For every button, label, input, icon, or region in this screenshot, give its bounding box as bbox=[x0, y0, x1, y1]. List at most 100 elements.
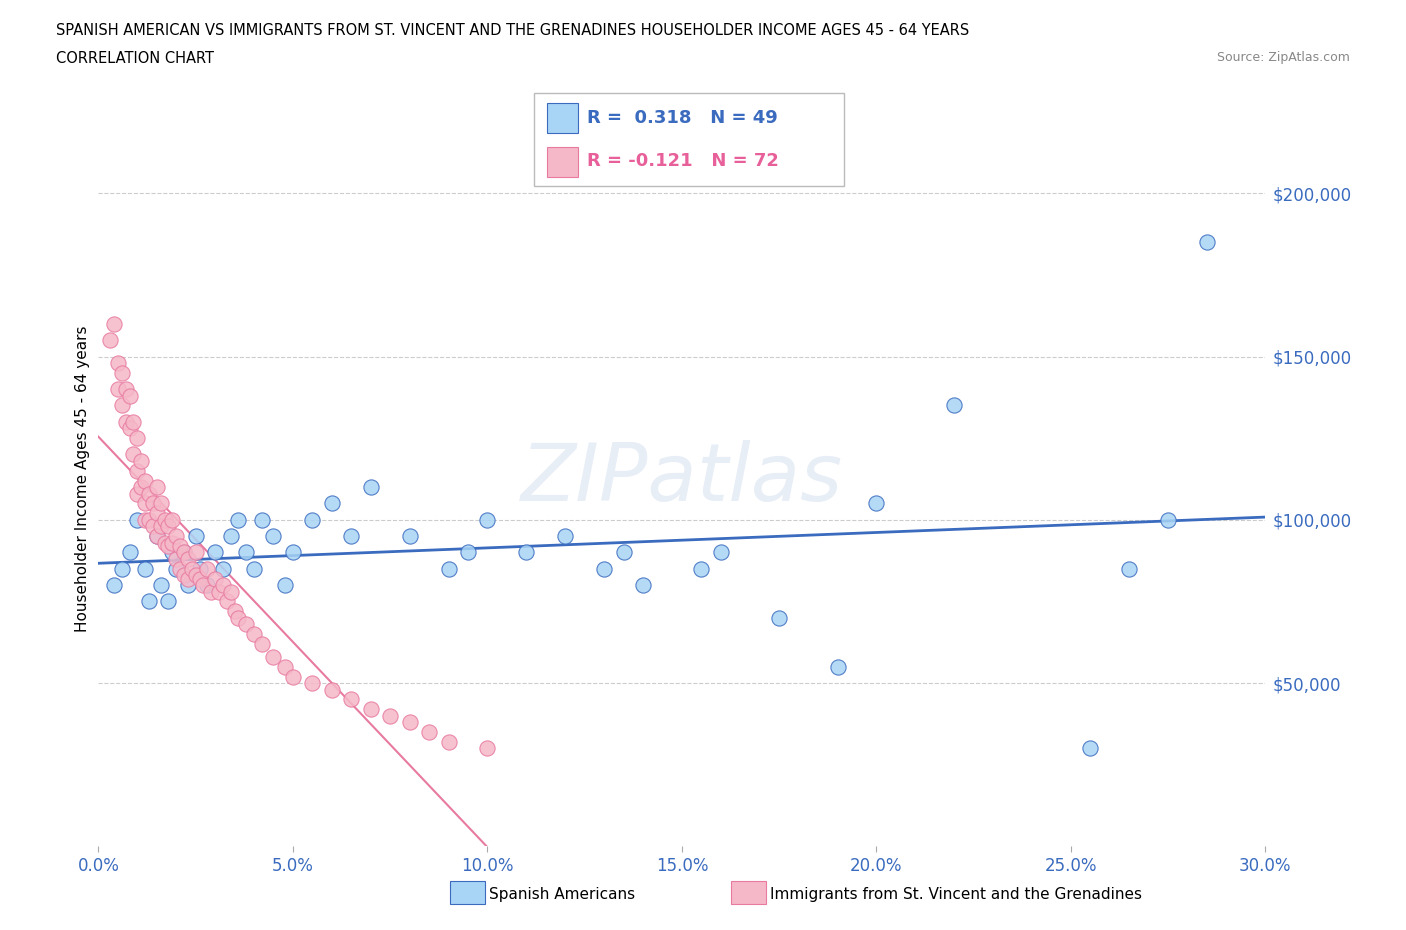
Point bbox=[212, 562, 235, 577]
Point bbox=[146, 480, 169, 495]
Point bbox=[165, 562, 187, 577]
Point bbox=[134, 496, 156, 511]
Point bbox=[138, 486, 160, 501]
Point bbox=[142, 519, 165, 534]
Text: Immigrants from St. Vincent and the Grenadines: Immigrants from St. Vincent and the Gren… bbox=[770, 887, 1143, 902]
Point bbox=[134, 512, 156, 527]
Point bbox=[157, 519, 180, 534]
Point bbox=[184, 568, 207, 583]
Point bbox=[169, 562, 191, 577]
Point bbox=[103, 578, 125, 592]
Point bbox=[1157, 512, 1180, 527]
Point bbox=[360, 702, 382, 717]
Point bbox=[380, 709, 402, 724]
Text: ZIPatlas: ZIPatlas bbox=[520, 440, 844, 518]
Point bbox=[398, 528, 420, 543]
Point bbox=[180, 562, 202, 577]
Point bbox=[184, 545, 207, 560]
Point bbox=[554, 528, 576, 543]
Point bbox=[224, 604, 246, 618]
Point bbox=[710, 545, 733, 560]
Point bbox=[177, 578, 200, 592]
Point bbox=[208, 584, 231, 599]
Point bbox=[865, 496, 887, 511]
Point bbox=[177, 571, 200, 586]
Point bbox=[134, 562, 156, 577]
Point bbox=[162, 512, 184, 527]
Point bbox=[165, 528, 187, 543]
Text: Spanish Americans: Spanish Americans bbox=[489, 887, 636, 902]
Point bbox=[157, 594, 180, 609]
Point bbox=[122, 415, 145, 430]
Point bbox=[477, 741, 499, 756]
Point bbox=[118, 388, 141, 403]
Point bbox=[243, 627, 266, 642]
Point bbox=[177, 551, 200, 566]
Point bbox=[250, 636, 273, 651]
Point bbox=[127, 431, 149, 445]
Point bbox=[235, 617, 257, 631]
Point bbox=[146, 506, 169, 521]
Point bbox=[262, 528, 284, 543]
Point bbox=[212, 578, 235, 592]
Text: R =  0.318   N = 49: R = 0.318 N = 49 bbox=[586, 109, 778, 127]
Point bbox=[165, 551, 187, 566]
Point bbox=[398, 715, 420, 730]
Point bbox=[215, 594, 238, 609]
Point bbox=[613, 545, 636, 560]
Point bbox=[235, 545, 257, 560]
Point bbox=[228, 512, 250, 527]
Y-axis label: Householder Income Ages 45 - 64 years: Householder Income Ages 45 - 64 years bbox=[75, 326, 90, 632]
Point bbox=[418, 724, 440, 739]
Point bbox=[593, 562, 616, 577]
Point bbox=[142, 496, 165, 511]
Point bbox=[631, 578, 654, 592]
Point bbox=[321, 496, 343, 511]
Point bbox=[146, 528, 169, 543]
Point bbox=[281, 545, 304, 560]
FancyBboxPatch shape bbox=[547, 103, 578, 133]
Point bbox=[118, 545, 141, 560]
Point bbox=[188, 571, 211, 586]
Point bbox=[149, 519, 172, 534]
Point bbox=[173, 545, 195, 560]
Point bbox=[111, 562, 134, 577]
Point bbox=[184, 528, 207, 543]
Point bbox=[103, 316, 125, 331]
Point bbox=[111, 365, 134, 380]
Point bbox=[340, 528, 363, 543]
Point bbox=[107, 355, 129, 370]
Point bbox=[146, 528, 169, 543]
Point bbox=[281, 669, 304, 684]
Point bbox=[477, 512, 499, 527]
Point bbox=[129, 454, 152, 469]
Point bbox=[162, 545, 184, 560]
Point bbox=[162, 535, 184, 550]
Point bbox=[134, 473, 156, 488]
Point bbox=[149, 578, 172, 592]
Point bbox=[188, 562, 211, 577]
Point bbox=[301, 675, 323, 690]
Point bbox=[219, 528, 242, 543]
Point bbox=[127, 486, 149, 501]
Point bbox=[219, 584, 242, 599]
Text: CORRELATION CHART: CORRELATION CHART bbox=[56, 51, 214, 66]
Point bbox=[98, 333, 121, 348]
Point bbox=[138, 594, 160, 609]
Point bbox=[228, 610, 250, 625]
Point bbox=[437, 562, 460, 577]
Point bbox=[127, 512, 149, 527]
Point bbox=[943, 398, 966, 413]
Point bbox=[195, 578, 218, 592]
Point bbox=[195, 562, 218, 577]
Point bbox=[690, 562, 713, 577]
Point bbox=[340, 692, 363, 707]
Point bbox=[129, 480, 152, 495]
Point bbox=[827, 659, 849, 674]
Point bbox=[250, 512, 273, 527]
Point bbox=[274, 578, 297, 592]
Point bbox=[114, 415, 136, 430]
Point bbox=[360, 480, 382, 495]
Point bbox=[1195, 234, 1218, 249]
Point bbox=[274, 659, 297, 674]
